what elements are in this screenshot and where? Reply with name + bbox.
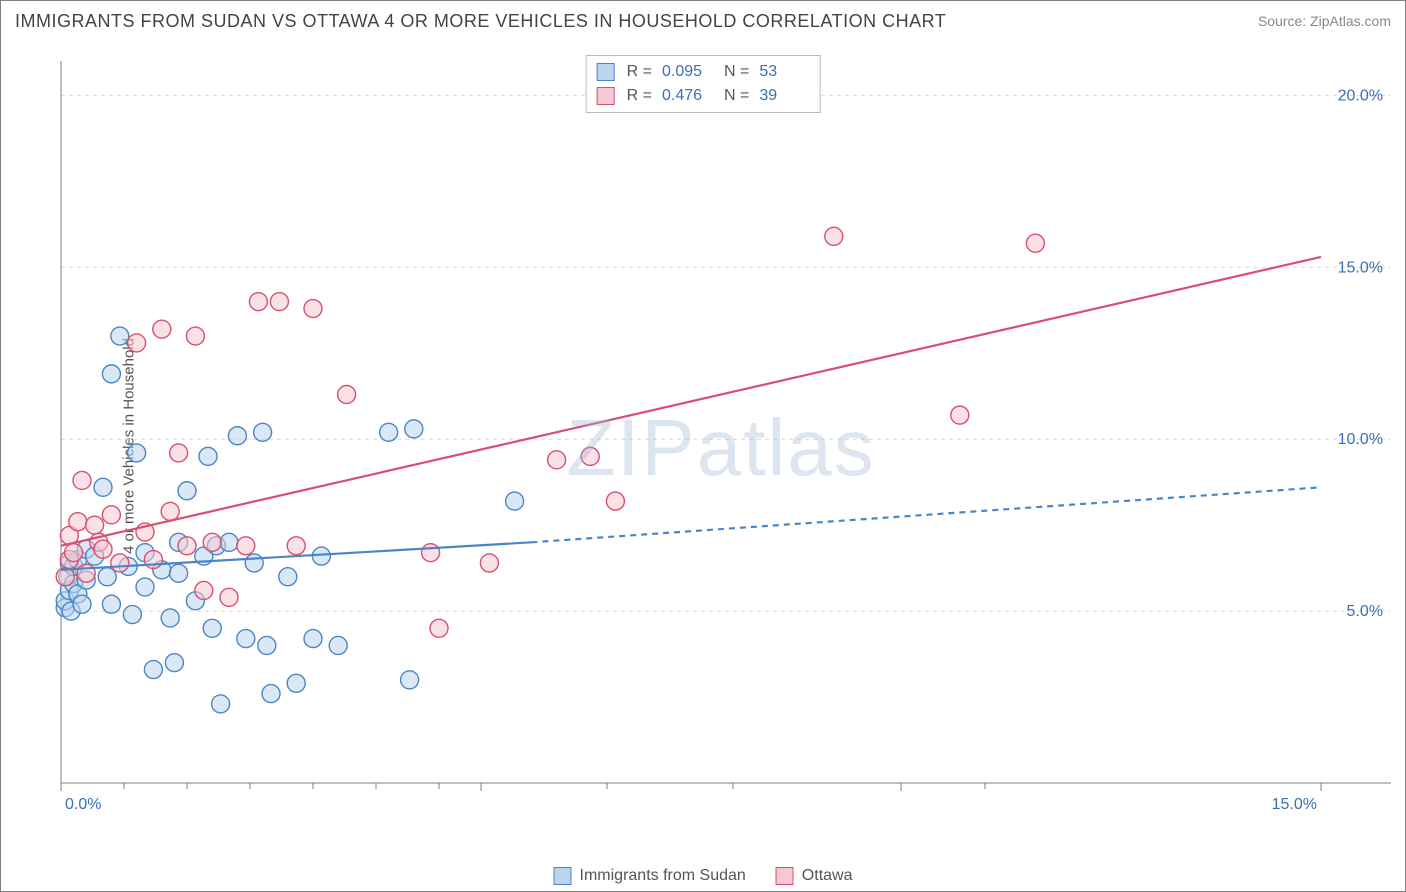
source-label: Source: xyxy=(1258,13,1306,29)
plot-area: 5.0%10.0%15.0%20.0%0.0%15.0% ZIPatlas xyxy=(51,53,1391,843)
swatch-a xyxy=(597,63,615,81)
n-value-a: 53 xyxy=(759,63,809,81)
legend-stats-row-a: R = 0.095 N = 53 xyxy=(597,60,810,84)
n-label: N = xyxy=(724,63,749,81)
swatch-b xyxy=(776,867,794,885)
svg-text:10.0%: 10.0% xyxy=(1338,431,1383,448)
swatch-a xyxy=(554,867,572,885)
svg-text:20.0%: 20.0% xyxy=(1338,87,1383,104)
chart-title: IMMIGRANTS FROM SUDAN VS OTTAWA 4 OR MOR… xyxy=(15,11,946,32)
swatch-b xyxy=(597,87,615,105)
svg-text:15.0%: 15.0% xyxy=(1272,796,1317,813)
svg-text:5.0%: 5.0% xyxy=(1347,603,1383,620)
n-value-b: 39 xyxy=(759,87,809,105)
r-value-b: 0.476 xyxy=(662,87,712,105)
legend-stats-row-b: R = 0.476 N = 39 xyxy=(597,84,810,108)
n-label: N = xyxy=(724,87,749,105)
source-attribution: Source: ZipAtlas.com xyxy=(1258,13,1391,29)
svg-text:15.0%: 15.0% xyxy=(1338,259,1383,276)
r-label: R = xyxy=(627,87,652,105)
legend-stats: R = 0.095 N = 53 R = 0.476 N = 39 xyxy=(586,55,821,113)
legend-label-a: Immigrants from Sudan xyxy=(580,867,746,885)
svg-text:0.0%: 0.0% xyxy=(65,796,101,813)
r-value-a: 0.095 xyxy=(662,63,712,81)
legend-label-b: Ottawa xyxy=(802,867,853,885)
legend-item-b: Ottawa xyxy=(776,867,853,885)
legend-item-a: Immigrants from Sudan xyxy=(554,867,746,885)
chart-container: IMMIGRANTS FROM SUDAN VS OTTAWA 4 OR MOR… xyxy=(0,0,1406,892)
legend-series: Immigrants from Sudan Ottawa xyxy=(554,867,853,885)
r-label: R = xyxy=(627,63,652,81)
source-value: ZipAtlas.com xyxy=(1310,13,1391,29)
chart-svg: 5.0% 10.0% 15.0% 20.0% 0.0% 15.0% xyxy=(51,53,1391,843)
